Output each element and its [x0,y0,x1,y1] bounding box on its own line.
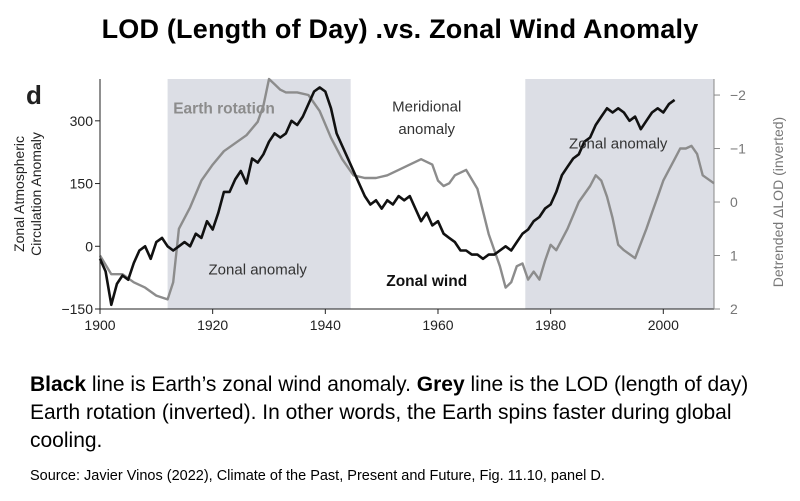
source-note: Source: Javier Vinos (2022), Climate of … [30,468,605,484]
y2-tick-label--2: −2 [730,87,746,103]
y2-tick-label-1: 1 [730,248,738,264]
caption-grey-text: line is the LOD (length of day) Earth ro… [30,373,749,452]
x-tick-label-1940: 1940 [310,317,341,333]
caption: Black line is Earth’s zonal wind anomaly… [30,371,790,455]
y-tick-label-0: 0 [85,238,93,254]
annotation-5: Zonal anomaly [209,262,308,279]
page-title: LOD (Length of Day) .vs. Zonal Wind Anom… [101,14,699,44]
lod-series-line [98,77,715,301]
y-tick-label--150: −150 [61,301,93,317]
annotation-6: Zonal wind [386,273,467,290]
x-tick-label-2000: 2000 [648,317,679,333]
y2-tick-label-0: 0 [730,194,738,210]
y2-axis-label: Detrended ΔLOD (inverted) [770,117,786,287]
y-axis-label-line-1: Zonal Atmospheric [11,136,27,252]
series-lines [98,77,715,307]
y-tick-label-300: 300 [70,113,94,129]
y2-tick-label-2: 2 [730,301,738,317]
zonal-wind-series-line [98,86,676,307]
caption-black-word: Black [30,373,87,396]
y2-tick-label--1: −1 [730,141,746,157]
y-tick-label-150: 150 [70,176,94,192]
caption-black-text: line is Earth’s zonal wind anomaly. [86,373,417,396]
caption-grey-word: Grey [416,373,465,396]
annotation-2: Meridional [392,99,461,116]
axes: 1900 1920 1940 1960 1980 2000 300 150 0 −150 −2 −1 0… [11,79,786,333]
x-tick-label-1900: 1900 [84,317,115,333]
annotation-3: anomaly [398,121,455,138]
shaded-period-2 [525,79,714,309]
x-tick-label-1960: 1960 [422,317,453,333]
annotations: Earth rotation Meridional anomaly Zonal ano… [173,99,668,290]
annotation-4: Zonal anomaly [569,135,668,152]
annotation-1: Earth rotation [173,100,275,117]
zonal-wind-lod-chart: 1900 1920 1940 1960 1980 2000 300 150 0 −150 −2 −1 0… [11,77,786,333]
y-axis-label-line-2: Circulation Anomaly [28,132,44,256]
panel-label: d [26,80,42,110]
x-tick-label-1920: 1920 [197,317,228,333]
x-tick-label-1980: 1980 [535,317,566,333]
